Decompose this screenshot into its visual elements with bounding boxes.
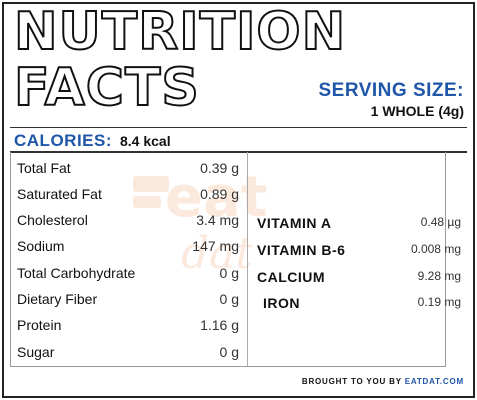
divider-top	[10, 127, 467, 128]
nutrient-name: Sugar	[17, 344, 55, 360]
vitamin-value: 0.19 mg	[417, 295, 461, 309]
nutrient-value: 1.16 g	[200, 317, 239, 333]
nutrient-row-saturated-fat: Saturated Fat 0.89 g	[17, 186, 239, 202]
nutrient-value: 0 g	[219, 344, 239, 360]
vitamin-name: VITAMIN B-6	[257, 242, 346, 258]
nutrient-value: 3.4 mg	[196, 212, 239, 228]
column-divider	[247, 152, 248, 366]
nutrient-name: Protein	[17, 317, 62, 333]
nutrient-name: Sodium	[17, 238, 65, 254]
vitamin-row-vitamin-b6: VITAMIN B-6 0.008 mg	[257, 242, 461, 258]
nutrient-value: 0 g	[219, 265, 239, 281]
calories-row: CALORIES: 8.4 kcal	[14, 131, 171, 151]
vitamin-value: 0.008 mg	[410, 242, 461, 256]
serving-size-label: SERVING SIZE:	[318, 80, 464, 101]
title-line-1: NUTRITION	[13, 1, 347, 63]
vitamin-name: VITAMIN A	[257, 215, 332, 231]
nutrient-row-dietary-fiber: Dietary Fiber 0 g	[17, 291, 239, 307]
title-line-2: FACTS	[13, 57, 200, 119]
vitamin-name: CALCIUM	[257, 269, 326, 285]
vitamin-row-calcium: CALCIUM 9.28 mg	[257, 269, 461, 285]
footer-brand-link[interactable]: EATDAT.COM	[404, 377, 464, 386]
nutrient-row-cholesterol: Cholesterol 3.4 mg	[17, 212, 239, 228]
footer-credit: BROUGHT TO YOU BY EATDAT.COM	[302, 377, 464, 386]
divider-bottom	[10, 151, 467, 153]
nutrient-value: 147 mg	[192, 238, 239, 254]
nutrient-row-total-carbohydrate: Total Carbohydrate 0 g	[17, 265, 239, 281]
vitamin-value: 0.48 µg	[420, 215, 461, 229]
vitamin-row-vitamin-a: VITAMIN A 0.48 µg	[257, 215, 461, 231]
nutrient-row-protein: Protein 1.16 g	[17, 317, 239, 333]
vitamin-name: IRON	[263, 295, 300, 311]
nutrient-name: Saturated Fat	[17, 186, 102, 202]
nutrient-name: Total Fat	[17, 160, 71, 176]
nutrient-name: Cholesterol	[17, 212, 88, 228]
serving-size-value: 1 WHOLE (4g)	[370, 103, 464, 119]
vitamin-value: 9.28 mg	[417, 269, 461, 283]
nutrient-table: Total Fat 0.39 g Saturated Fat 0.89 g Ch…	[10, 152, 461, 367]
nutrient-value: 0 g	[219, 291, 239, 307]
nutrient-row-total-fat: Total Fat 0.39 g	[17, 160, 239, 176]
vitamin-row-iron: IRON 0.19 mg	[257, 295, 461, 311]
footer-prefix: BROUGHT TO YOU BY	[301, 377, 405, 386]
nutrient-name: Total Carbohydrate	[17, 265, 136, 281]
nutrient-name: Dietary Fiber	[17, 291, 98, 307]
nutrient-row-sugar: Sugar 0 g	[17, 344, 239, 360]
nutrient-value: 0.39 g	[200, 160, 239, 176]
calories-label: CALORIES:	[14, 131, 112, 150]
nutrient-value: 0.89 g	[200, 186, 239, 202]
calories-value: 8.4 kcal	[120, 133, 171, 149]
nutrient-row-sodium: Sodium 147 mg	[17, 238, 239, 254]
